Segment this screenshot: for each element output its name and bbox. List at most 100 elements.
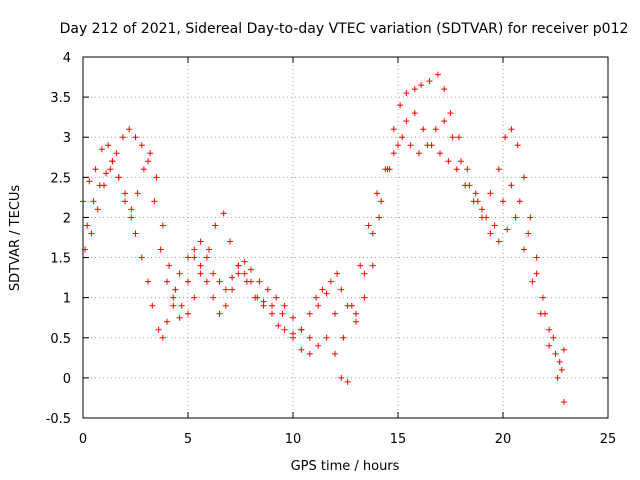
data-point [447,110,454,117]
x-tick-label: 10 [285,432,302,447]
data-point [426,78,433,85]
data-point [191,294,198,301]
data-point [134,190,141,197]
data-point [313,294,320,301]
data-point [128,206,135,213]
data-point [126,126,133,133]
data-point [235,270,242,277]
data-point [483,214,490,221]
data-point [546,342,553,349]
data-point [203,278,210,285]
x-tick-label: 20 [495,432,512,447]
data-point [159,334,166,341]
data-point [487,190,494,197]
axis-ticks [82,56,609,419]
data-point [197,238,204,245]
data-point [216,278,223,285]
data-point [252,294,259,301]
data-point [113,150,120,157]
data-point [227,238,233,245]
data-point [115,174,122,181]
data-point [369,262,376,269]
data-point [290,334,296,341]
data-point [235,262,242,269]
data-point [554,374,561,381]
data-point [390,150,397,157]
data-point [306,310,313,317]
data-point [222,286,229,293]
data-point [197,270,204,277]
data-point [521,246,527,253]
data-point [512,214,519,221]
data-point [145,278,152,285]
y-tick-labels: -0.5 0 0.5 1 1.5 2 2.5 3 3.5 4 [46,51,71,427]
data-point [529,278,536,285]
data-point [105,142,112,149]
x-tick-label: 5 [184,432,192,447]
data-point [434,71,441,78]
data-point [432,126,439,133]
y-tick-label: 3.5 [50,91,71,106]
data-point [411,110,418,117]
data-point [514,142,521,149]
x-tick-labels: 0 5 10 15 20 25 [79,432,616,447]
data-point [172,286,179,293]
data-point [556,358,563,365]
y-tick-label: 2.5 [50,171,71,186]
data-point [502,134,509,141]
data-point [306,350,313,357]
data-point [147,150,154,157]
data-point [86,178,93,185]
y-tick-label: 4 [63,51,71,66]
data-point [243,278,250,285]
data-point [269,302,275,309]
data-point [132,230,139,237]
data-point [332,310,338,317]
data-point [445,158,452,165]
data-point [374,190,380,197]
data-point [323,334,330,341]
data-point [420,126,427,133]
data-point [525,230,532,237]
data-point [344,378,351,385]
data-point [138,254,145,261]
data-point [361,270,368,277]
data-point [153,174,160,181]
data-point [92,166,99,173]
data-point [453,166,460,173]
data-point [319,286,326,293]
data-point [94,206,101,213]
data-point [210,294,217,301]
data-point [361,294,368,301]
data-point [281,302,288,309]
data-point [550,334,557,341]
data-point [558,366,565,373]
data-point [306,334,313,341]
data-point [119,134,126,141]
data-point [382,166,389,173]
data-point [185,254,191,261]
x-tick-label: 25 [600,432,617,447]
data-point [145,158,152,165]
data-point [191,246,198,253]
data-point [378,198,385,205]
data-point [508,182,515,189]
data-point [449,134,456,141]
data-point [222,302,229,309]
data-point [98,146,105,153]
data-point [176,270,183,277]
data-point [338,286,345,293]
data-point [149,302,156,309]
data-point [397,102,404,109]
data-point [458,158,464,165]
data-point [197,262,204,269]
data-point [334,270,341,277]
data-point [185,278,191,285]
data-point [273,294,280,301]
x-tick-label: 0 [79,432,87,447]
data-point [539,294,546,301]
data-point [176,314,183,321]
data-point [491,222,498,229]
